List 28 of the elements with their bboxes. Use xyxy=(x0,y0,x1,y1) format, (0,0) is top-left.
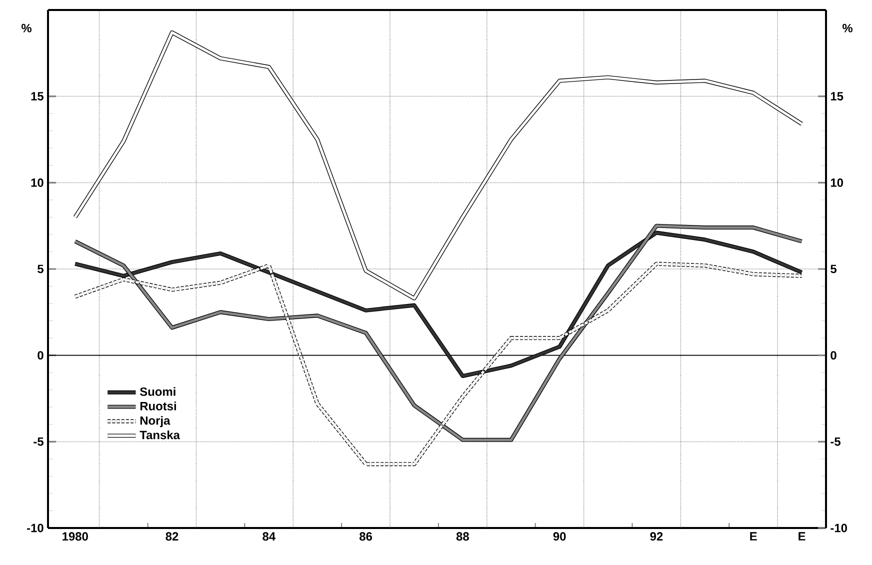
line-series xyxy=(73,30,804,300)
x-tick-label: 90 xyxy=(553,532,566,541)
x-tick-label: E xyxy=(798,532,806,540)
text: % xyxy=(842,24,853,32)
legend-label: Norja xyxy=(140,416,170,428)
text: % xyxy=(21,24,32,32)
x-tick-label: 92 xyxy=(650,532,663,541)
y-tick-label: -5 xyxy=(830,437,840,446)
legend-label: Suomi xyxy=(140,387,176,396)
y-tick-label: 10 xyxy=(830,178,843,187)
y-tick-label: 0 xyxy=(830,351,836,360)
legend-label: Tanska xyxy=(140,430,180,440)
y2-tick-label: 10 xyxy=(31,178,44,187)
x-tick-label: 82 xyxy=(166,532,178,541)
y2-tick-label: -5 xyxy=(34,437,44,446)
x-tick-label: 1980 xyxy=(62,532,88,541)
x-tick-label: E xyxy=(750,532,757,540)
y2-tick-label: 15 xyxy=(31,92,44,100)
x-tick-label: 88 xyxy=(456,532,469,541)
legend-label: Ruotsi xyxy=(140,402,176,410)
x-tick-label: 86 xyxy=(360,532,372,541)
y2-tick-label: 0 xyxy=(38,351,44,360)
y2-tick-label: 5 xyxy=(38,264,44,274)
x-tick-label: 84 xyxy=(262,532,276,541)
y-tick-label: 5 xyxy=(830,264,837,274)
y2-tick-label: -10 xyxy=(27,524,44,532)
y-tick-label: 15 xyxy=(830,92,844,100)
y-tick-label: -10 xyxy=(830,524,847,532)
